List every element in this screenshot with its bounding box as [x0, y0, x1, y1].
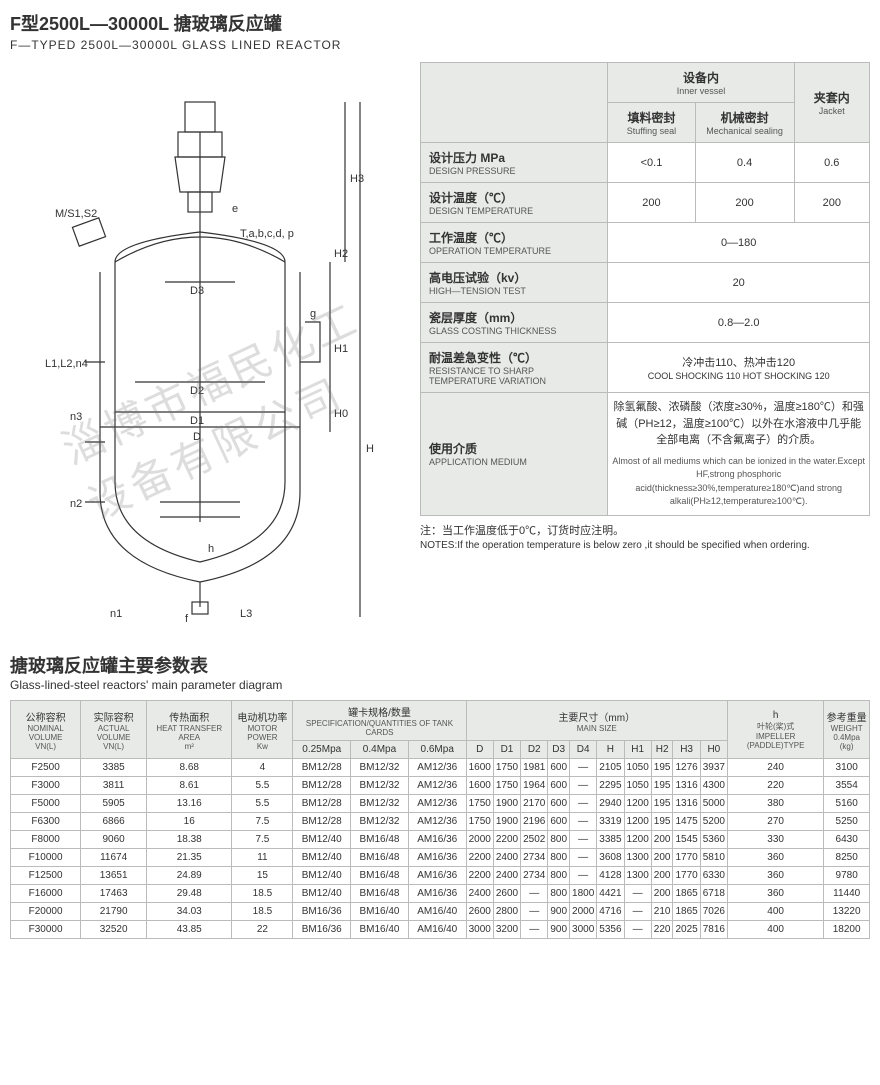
label-h2: H2	[334, 248, 348, 260]
hdr-inner-en: Inner vessel	[612, 86, 789, 96]
note-en: NOTES:If the operation temperature is be…	[420, 539, 870, 553]
label-f: f	[185, 613, 189, 625]
label-d: D	[193, 431, 201, 443]
hdr-mech-en: Mechanical sealing	[700, 126, 790, 136]
label-h3: H3	[350, 173, 364, 185]
table-row: F200002179034.0318.5BM16/36BM16/40AM16/4…	[11, 903, 870, 921]
label-n3: n3	[70, 411, 82, 423]
label-h: h	[208, 543, 214, 555]
app-text-cn: 除氢氟酸、浓磷酸（浓度≥30%，温度≥180℃）和强碱（PH≥12，温度≥100…	[612, 399, 865, 449]
label-g: g	[310, 308, 316, 320]
param-title-cn: 搪玻璃反应罐主要参数表	[10, 652, 870, 678]
label-d3: D3	[190, 285, 204, 297]
label-l1l2n4: L1,L2,n4	[45, 358, 88, 370]
spec-table: 设备内Inner vessel 夹套内Jacket 填料密封Stuffing s…	[420, 62, 870, 516]
param-title-en: Glass-lined-steel reactors' main paramet…	[10, 678, 870, 692]
table-row: F300038118.615.5BM12/28BM12/32AM12/36160…	[11, 777, 870, 795]
app-label-en: APPLICATION MEDIUM	[429, 457, 603, 467]
label-l3: L3	[240, 608, 252, 620]
hdr-stuff-cn: 填料密封	[612, 109, 690, 126]
table-row: F63006866167.5BM12/28BM12/32AM12/3617501…	[11, 813, 870, 831]
hdr-jacket-cn: 夹套内	[799, 89, 865, 106]
label-n2: n2	[70, 498, 82, 510]
table-row: F125001365124.8915BM12/40BM16/48AM16/362…	[11, 867, 870, 885]
hdr-inner-cn: 设备内	[612, 69, 789, 86]
hdr-stuff-en: Stuffing seal	[612, 126, 690, 136]
page-title-en: F—TYPED 2500L—30000L GLASS LINED REACTOR	[10, 38, 870, 52]
app-text-en: Almost of all mediums which can be ioniz…	[612, 455, 865, 509]
label-e: e	[232, 203, 238, 215]
label-h1: H1	[334, 343, 348, 355]
label-ms1s2: M/S1,S2	[55, 208, 97, 220]
note-cn: 注：当工作温度低于0℃，订货时应注明。	[420, 524, 870, 539]
table-row: F160001746329.4818.5BM12/40BM16/48AM16/3…	[11, 885, 870, 903]
table-row: F250033858.684BM12/28BM12/32AM12/3616001…	[11, 759, 870, 777]
reactor-diagram: M/S1,S2 T,a,b,c,d, p e g L1,L2,n4 n3 n2 …	[10, 62, 410, 632]
hdr-jacket-en: Jacket	[799, 106, 865, 116]
table-row: F5000590513.165.5BM12/28BM12/32AM12/3617…	[11, 795, 870, 813]
label-d1: D1	[190, 415, 204, 427]
label-d2: D2	[190, 385, 204, 397]
table-row: F8000906018.387.5BM12/40BM16/48AM16/3620…	[11, 831, 870, 849]
hdr-mech-cn: 机械密封	[700, 109, 790, 126]
label-H: H	[366, 443, 374, 455]
param-table: 公称容积NOMINAL VOLUMEVN(L) 实际容积ACTUAL VOLUM…	[10, 700, 870, 939]
note: 注：当工作温度低于0℃，订货时应注明。 NOTES:If the operati…	[420, 524, 870, 553]
label-n1: n1	[110, 608, 122, 620]
label-tabcdp: T,a,b,c,d, p	[240, 228, 294, 240]
label-h0: H0	[334, 408, 348, 420]
page-title-cn: F型2500L—30000L 搪玻璃反应罐	[10, 10, 870, 36]
table-row: F300003252043.8522BM16/36BM16/40AM16/403…	[11, 921, 870, 939]
table-row: F100001167421.3511BM12/40BM16/48AM16/362…	[11, 849, 870, 867]
app-label-cn: 使用介质	[429, 440, 603, 457]
